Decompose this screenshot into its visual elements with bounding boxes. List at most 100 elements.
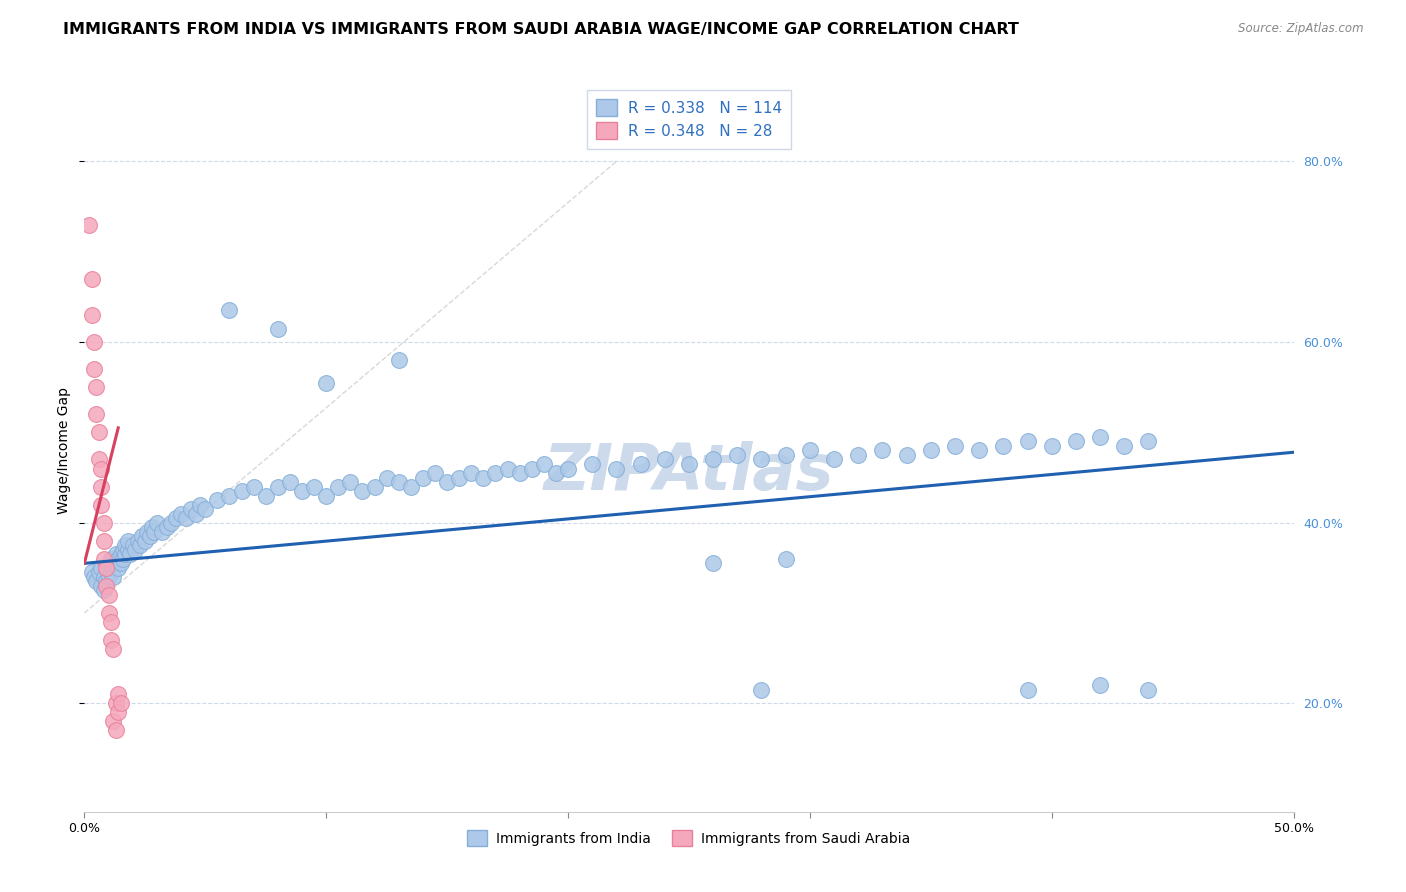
- Point: [165, 511, 187, 525]
- Point: [87, 425, 110, 440]
- Point: [110, 547, 132, 561]
- Point: [124, 542, 146, 557]
- Point: [605, 461, 627, 475]
- Point: [97, 557, 120, 571]
- Legend: Immigrants from India, Immigrants from Saudi Arabia: Immigrants from India, Immigrants from S…: [461, 824, 917, 852]
- Point: [77, 218, 100, 232]
- Point: [352, 484, 374, 499]
- Point: [231, 484, 253, 499]
- Point: [131, 529, 153, 543]
- Point: [207, 493, 229, 508]
- Point: [83, 335, 105, 350]
- Point: [388, 475, 411, 489]
- Point: [267, 480, 290, 494]
- Point: [97, 588, 120, 602]
- Point: [104, 723, 127, 738]
- Point: [388, 353, 411, 368]
- Point: [1114, 439, 1136, 453]
- Point: [375, 470, 398, 484]
- Point: [943, 439, 966, 453]
- Point: [90, 498, 112, 512]
- Point: [110, 557, 132, 571]
- Point: [520, 461, 543, 475]
- Point: [87, 566, 110, 580]
- Point: [93, 551, 115, 566]
- Point: [472, 470, 495, 484]
- Point: [114, 538, 136, 552]
- Point: [1137, 434, 1160, 449]
- Point: [103, 561, 125, 575]
- Point: [94, 561, 117, 575]
- Point: [93, 570, 115, 584]
- Point: [117, 542, 139, 557]
- Point: [110, 696, 132, 710]
- Point: [436, 475, 458, 489]
- Point: [484, 466, 506, 480]
- Point: [107, 687, 129, 701]
- Point: [174, 511, 197, 525]
- Point: [1064, 434, 1087, 449]
- Point: [90, 579, 112, 593]
- Point: [80, 272, 103, 286]
- Point: [155, 520, 177, 534]
- Point: [267, 321, 290, 335]
- Point: [725, 448, 748, 462]
- Point: [94, 574, 117, 589]
- Point: [242, 480, 264, 494]
- Point: [872, 443, 894, 458]
- Point: [1137, 682, 1160, 697]
- Point: [993, 439, 1015, 453]
- Point: [423, 466, 446, 480]
- Point: [112, 542, 135, 557]
- Point: [823, 452, 845, 467]
- Point: [107, 561, 129, 575]
- Point: [967, 443, 990, 458]
- Point: [315, 489, 337, 503]
- Point: [557, 461, 579, 475]
- Point: [412, 470, 434, 484]
- Point: [120, 547, 142, 561]
- Point: [86, 407, 108, 421]
- Point: [93, 516, 115, 530]
- Y-axis label: Wage/Income Gap: Wage/Income Gap: [58, 387, 72, 514]
- Point: [460, 466, 482, 480]
- Point: [94, 561, 117, 575]
- Point: [751, 452, 773, 467]
- Point: [103, 714, 125, 729]
- Point: [136, 524, 159, 539]
- Point: [94, 579, 117, 593]
- Point: [86, 380, 108, 394]
- Point: [254, 489, 277, 503]
- Point: [80, 566, 103, 580]
- Point: [218, 489, 240, 503]
- Point: [150, 524, 173, 539]
- Point: [509, 466, 531, 480]
- Point: [775, 551, 797, 566]
- Point: [143, 524, 166, 539]
- Point: [100, 615, 122, 629]
- Point: [104, 696, 127, 710]
- Point: [751, 682, 773, 697]
- Point: [702, 452, 724, 467]
- Point: [100, 551, 122, 566]
- Point: [654, 452, 676, 467]
- Point: [1088, 430, 1111, 444]
- Point: [363, 480, 385, 494]
- Point: [117, 533, 139, 548]
- Point: [100, 633, 122, 648]
- Point: [846, 448, 869, 462]
- Point: [107, 551, 129, 566]
- Point: [90, 461, 112, 475]
- Point: [218, 303, 240, 318]
- Point: [83, 362, 105, 376]
- Point: [1088, 678, 1111, 692]
- Point: [775, 448, 797, 462]
- Point: [896, 448, 918, 462]
- Point: [1017, 682, 1039, 697]
- Point: [291, 484, 314, 499]
- Point: [170, 507, 193, 521]
- Point: [93, 583, 115, 598]
- Point: [581, 457, 603, 471]
- Point: [86, 574, 108, 589]
- Point: [533, 457, 555, 471]
